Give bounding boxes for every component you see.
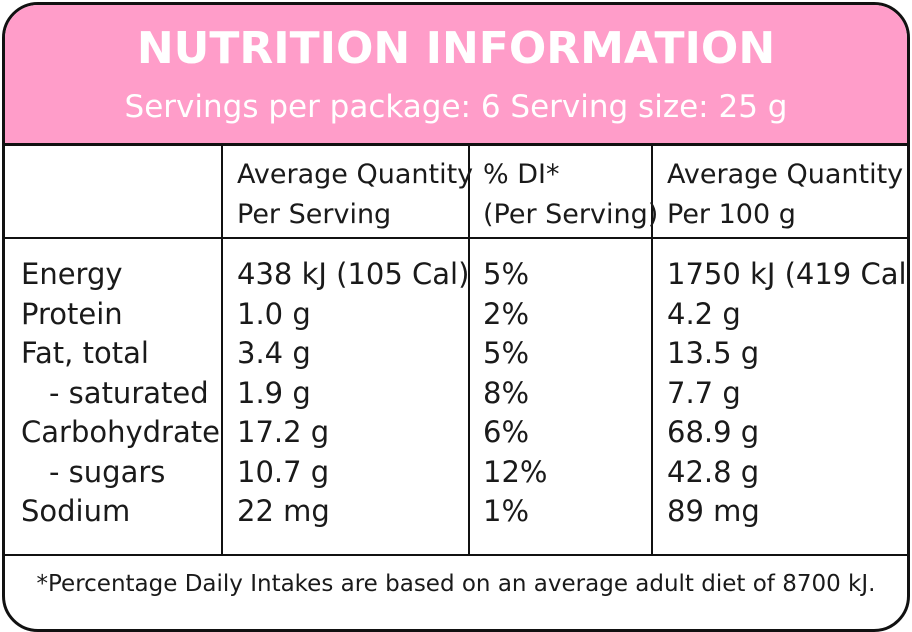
panel-header: NUTRITION INFORMATION Servings per packa… bbox=[5, 5, 907, 146]
column-divider bbox=[221, 146, 223, 556]
per-serving-value: 22 mg bbox=[237, 494, 330, 528]
column-divider bbox=[468, 146, 470, 556]
per-100g-value: 1750 kJ (419 Cal) bbox=[667, 257, 910, 291]
footnote: *Percentage Daily Intakes are based on a… bbox=[36, 571, 876, 597]
header-line: % DI* bbox=[483, 159, 560, 190]
nutrient-name: Energy bbox=[21, 257, 123, 291]
panel-title: NUTRITION INFORMATION bbox=[136, 23, 776, 74]
per-serving-value: 438 kJ (105 Cal) bbox=[237, 257, 470, 291]
nutrient-name: Carbohydrate bbox=[21, 415, 220, 449]
nutrient-name: Protein bbox=[21, 296, 123, 331]
di-value: 5% bbox=[483, 257, 530, 291]
nutrient-name: - saturated bbox=[49, 375, 209, 410]
header-row-divider bbox=[5, 237, 907, 239]
nutrient-name: - sugars bbox=[49, 454, 166, 489]
per-100g-value: 7.7 g bbox=[667, 375, 741, 410]
nutrient-name: Sodium bbox=[21, 494, 131, 528]
per-serving-value: 1.0 g bbox=[237, 296, 311, 331]
nutrient-name: Fat, total bbox=[21, 336, 149, 370]
per-100g-column: 1750 kJ (419 Cal) 4.2 g 13.5 g 7.7 g 68.… bbox=[667, 255, 910, 532]
di-value: 5% bbox=[483, 336, 530, 370]
di-value: 8% bbox=[483, 375, 530, 410]
header-line: (Per Serving) bbox=[483, 199, 659, 230]
di-value: 2% bbox=[483, 296, 530, 331]
per-serving-value: 10.7 g bbox=[237, 454, 330, 489]
per-100g-value: 4.2 g bbox=[667, 296, 741, 331]
serving-info: Servings per package: 6 Serving size: 25… bbox=[124, 89, 788, 125]
per-serving-value: 17.2 g bbox=[237, 415, 330, 449]
header-line: Per 100 g bbox=[667, 199, 796, 230]
header-di: % DI* (Per Serving) bbox=[483, 155, 658, 235]
footer-divider bbox=[5, 554, 907, 556]
per-100g-value: 89 mg bbox=[667, 494, 760, 528]
di-value: 12% bbox=[483, 454, 548, 489]
di-value: 6% bbox=[483, 415, 530, 449]
header-line: Average Quantity bbox=[667, 159, 904, 190]
per-100g-value: 68.9 g bbox=[667, 415, 760, 449]
header-per-serving: Average Quantity Per Serving bbox=[237, 155, 473, 235]
di-column: 5% 2% 5% 8% 6% 12% 1% bbox=[483, 255, 547, 532]
di-value: 1% bbox=[483, 494, 530, 528]
header-line: Per Serving bbox=[237, 199, 392, 230]
column-divider bbox=[651, 146, 653, 556]
nutrient-name-column: Energy Protein Fat, total - saturated Ca… bbox=[21, 255, 220, 532]
per-100g-value: 42.8 g bbox=[667, 454, 760, 489]
per-serving-value: 1.9 g bbox=[237, 375, 311, 410]
per-serving-column: 438 kJ (105 Cal) 1.0 g 3.4 g 1.9 g 17.2 … bbox=[237, 255, 469, 532]
header-per-100g: Average Quantity Per 100 g bbox=[667, 155, 903, 235]
per-serving-value: 3.4 g bbox=[237, 336, 311, 370]
per-100g-value: 13.5 g bbox=[667, 336, 760, 370]
header-line: Average Quantity bbox=[237, 159, 474, 190]
